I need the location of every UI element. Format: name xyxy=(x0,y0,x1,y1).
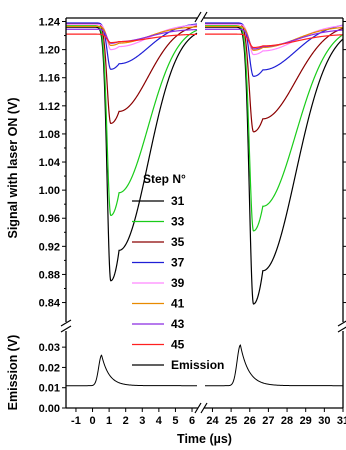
y-axis-label-bottom: Emission (V) xyxy=(6,335,20,411)
legend-label-45: 45 xyxy=(171,338,185,352)
series-41-pulse1-line xyxy=(66,25,198,46)
x-tick-label-right: 28 xyxy=(281,415,293,427)
x-tick-label-right: 25 xyxy=(225,415,237,427)
x-tick-label-left: 5 xyxy=(172,415,178,427)
y-tick-label-top: 0.96 xyxy=(39,213,60,225)
y-tick-label-top: 0.88 xyxy=(39,269,60,281)
series-35-pulse2-line xyxy=(205,23,344,133)
y-tick-label-top: 0.84 xyxy=(39,298,61,310)
x-tick-label-left: 3 xyxy=(139,415,145,427)
y-tick-label-top: 1.24 xyxy=(39,17,61,29)
series-33-pulse1-line xyxy=(66,25,198,217)
y-axis-break-left-marker xyxy=(60,319,72,333)
x-tick-label-left: 4 xyxy=(156,415,163,427)
x-tick-label-right: 24 xyxy=(206,415,219,427)
series-41-pulse2-line xyxy=(205,25,344,51)
series-45-pulse2-line xyxy=(205,33,344,49)
x-tick-label-left: 2 xyxy=(123,415,129,427)
y-tick-label-top: 1.08 xyxy=(39,129,60,141)
legend-label-35: 35 xyxy=(171,235,185,249)
series-43-pulse2-line xyxy=(205,28,344,50)
y-tick-label-top: 0.92 xyxy=(39,241,60,253)
legend-title: Step N° xyxy=(143,172,186,186)
y-tick-label-bottom: 0.00 xyxy=(39,403,60,415)
x-tick-label-left: -1 xyxy=(71,415,81,427)
x-tick-label-right: 29 xyxy=(300,415,312,427)
y-tick-label-bottom: 0.03 xyxy=(39,342,60,354)
y-tick-label-bottom: 0.01 xyxy=(39,383,60,395)
x-axis-label: Time (µs) xyxy=(177,432,232,446)
legend-label-39: 39 xyxy=(171,276,185,290)
legend-label-37: 37 xyxy=(171,256,185,270)
series-37-pulse1-line xyxy=(66,22,198,70)
legend-label-31: 31 xyxy=(171,194,185,208)
y-tick-label-bottom: 0.02 xyxy=(39,362,60,374)
legend-label-33: 33 xyxy=(171,215,185,229)
legend-label-41: 41 xyxy=(171,297,185,311)
x-tick-label-left: 1 xyxy=(106,415,112,427)
y-tick-label-top: 1.12 xyxy=(39,101,60,113)
series-35-pulse1-line xyxy=(66,23,198,125)
series-31-pulse2-line xyxy=(205,26,344,305)
series-33-pulse2-line xyxy=(205,25,344,232)
legend-label-emission: Emission xyxy=(171,358,224,372)
x-tick-label-right: 27 xyxy=(262,415,274,427)
y-tick-label-top: 1.00 xyxy=(39,185,60,197)
x-tick-label-left: 0 xyxy=(89,415,95,427)
legend-label-43: 43 xyxy=(171,317,185,331)
x-tick-label-left: 6 xyxy=(189,415,195,427)
series-39-pulse2-line xyxy=(205,23,344,56)
x-tick-label-right: 26 xyxy=(244,415,256,427)
series-31-pulse1-line xyxy=(66,26,198,282)
y-tick-label-top: 1.20 xyxy=(39,45,60,57)
series-39-pulse1-line xyxy=(66,23,198,51)
x-tick-label-right: 31 xyxy=(337,415,346,427)
y-tick-label-top: 1.04 xyxy=(39,157,61,169)
y-axis-label-top: Signal with laser ON (V) xyxy=(6,98,20,239)
emission-pulse1-line xyxy=(66,354,197,387)
x-axis-break-marker xyxy=(194,402,208,414)
top-axis-break-marker xyxy=(194,11,208,23)
emission-pulse2-line xyxy=(205,344,343,387)
series-45-pulse1-line xyxy=(66,33,198,44)
x-tick-label-right: 30 xyxy=(318,415,330,427)
y-axis-break-right-marker xyxy=(337,320,346,333)
y-tick-label-top: 1.16 xyxy=(39,73,60,85)
